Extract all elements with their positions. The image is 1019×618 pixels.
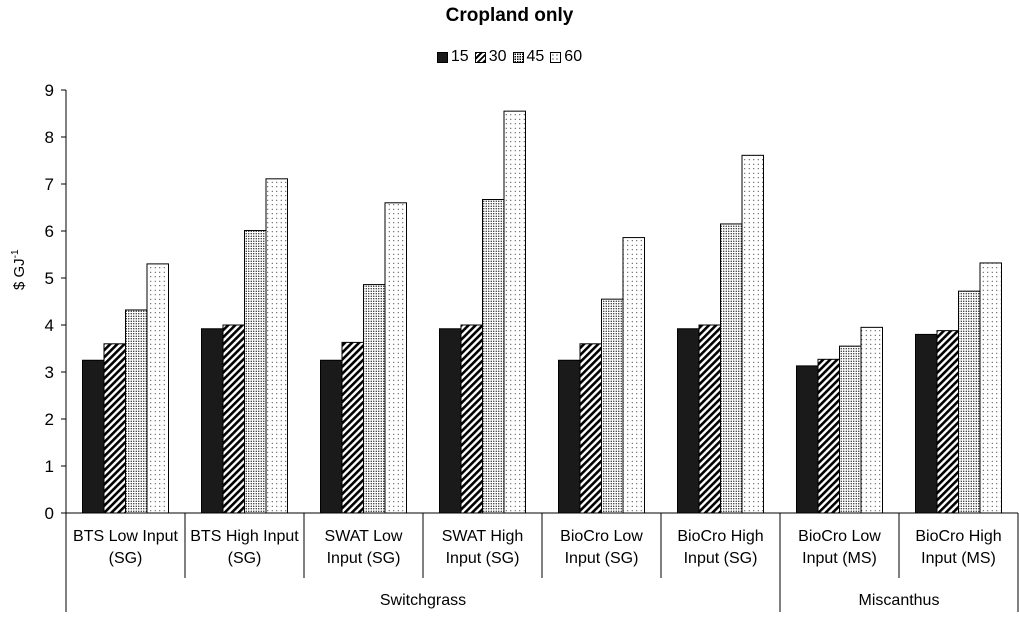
category-label: BioCro Low [798,528,881,545]
legend-swatch-dense-dots [512,51,524,63]
bar-60 [979,262,1002,514]
bar-45 [958,290,981,514]
legend-item-15: 15 [436,48,469,66]
bar-60 [146,263,169,514]
legend-swatch-diagonal [474,51,486,63]
legend-label: 60 [564,48,583,65]
legend-swatch-solid [436,51,448,63]
bar-30 [341,341,364,514]
category-label: BioCro Low [560,528,643,545]
bar-45 [125,309,148,514]
bar-30 [817,358,840,514]
category-label: BTS Low Input [73,528,179,545]
bar-45 [720,223,743,514]
bar-15 [796,365,819,514]
category-label: Input (SG) [684,550,758,567]
bar-30 [460,324,483,514]
group-label: Miscanthus [859,592,940,609]
y-tick-label: 0 [45,504,54,523]
bar-60 [384,202,407,514]
bar-45 [601,298,624,514]
bar-15 [320,359,343,514]
legend-item-45: 45 [512,48,545,66]
legend: 15 30 45 60 [0,48,1019,66]
category-label: Input (MS) [802,550,877,567]
legend-label: 30 [488,48,507,65]
legend-item-60: 60 [550,48,582,66]
bar-15 [82,359,105,514]
bar-15 [201,328,224,514]
bar-15 [677,328,700,514]
bar-45 [839,345,862,514]
y-tick-label: 6 [45,222,54,241]
y-tick-label: 8 [45,128,54,147]
y-tick-label: 5 [45,269,54,288]
category-label: Input (SG) [565,550,639,567]
y-tick-label: 4 [45,316,54,335]
bar-60 [503,110,526,514]
bar-30 [936,330,959,514]
bar-15 [558,359,581,514]
bar-15 [439,328,462,514]
y-tick-label: 9 [45,81,54,100]
legend-label: 15 [450,48,469,65]
y-tick-label: 1 [45,457,54,476]
legend-label: 45 [526,48,545,65]
category-label: SWAT High [442,528,524,545]
bar-45 [482,199,505,514]
y-tick-label: 2 [45,410,54,429]
bar-60 [741,154,764,514]
category-label: Input (SG) [446,550,520,567]
category-label: BioCro High [915,528,1001,545]
legend-item-30: 30 [474,48,507,66]
bar-30 [103,343,126,514]
y-tick-label: 7 [45,175,54,194]
bar-30 [698,324,721,514]
category-label: Input (MS) [921,550,996,567]
bar-60 [860,326,883,514]
bar-15 [915,333,938,514]
group-label: Switchgrass [380,592,466,609]
bar-30 [579,343,602,514]
bar-30 [222,324,245,514]
category-label: BioCro High [677,528,763,545]
category-label: SWAT Low [325,528,403,545]
category-label: (SG) [109,550,143,567]
bars [82,110,1002,514]
y-tick-label: 3 [45,363,54,382]
bar-45 [244,230,267,514]
legend-swatch-sparse-dots [550,51,562,63]
category-label: BTS High Input [190,528,299,545]
axis-labels: 0 1 2 3 4 5 6 7 8 9 BTS Low Input (SG) BTS High Inpu… [45,81,1002,609]
category-label: (SG) [228,550,262,567]
bar-45 [363,284,386,514]
bar-60 [622,237,645,514]
chart-title: Cropland only [445,5,574,26]
bar-60 [265,178,288,514]
category-label: Input (SG) [327,550,401,567]
